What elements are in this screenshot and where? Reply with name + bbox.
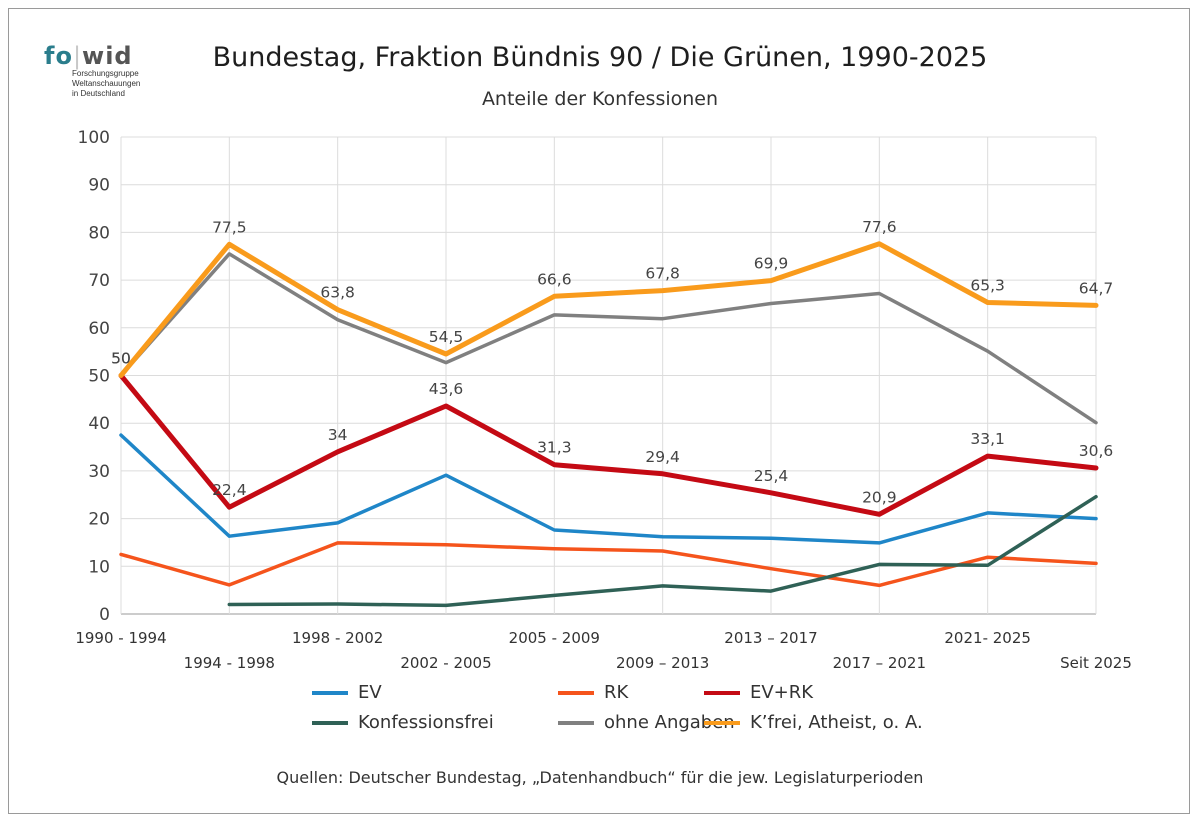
x-tick-label: Seit 2025 [1060,654,1132,672]
x-tick-label: 2002 - 2005 [400,654,491,672]
x-tick-label: 2009 – 2013 [616,654,709,672]
y-tick-label: 100 [78,128,110,148]
x-tick-label: 2017 – 2021 [833,654,926,672]
y-tick-label: 0 [99,605,110,625]
logo-line-1: Forschungsgruppe [72,69,139,78]
data-label: 31,3 [537,439,572,457]
legend-item: K’frei, Atheist, o. A. [704,712,923,733]
legend-swatch [558,690,594,695]
data-label: 22,4 [212,481,247,499]
logo-wid: wid [82,42,133,70]
legend-item: RK [558,682,628,703]
source-note: Quellen: Deutscher Bundestag, „Datenhand… [276,768,924,787]
y-tick-label: 80 [88,223,110,243]
legend-item: EV+RK [704,682,813,703]
fowid-logo: fo|wid Forschungsgruppe Weltanschauungen… [44,44,140,98]
data-label: 43,6 [429,380,464,398]
series-line-ohne-angaben [119,252,1098,425]
data-label: 77,6 [862,218,897,236]
series-line-rk [119,541,1098,588]
legend-swatch [312,690,348,695]
data-label: 50 [111,350,131,368]
x-tick-label: 2013 – 2017 [724,629,817,647]
legend-swatch [704,690,740,695]
data-label: 67,8 [645,265,680,283]
y-tick-label: 50 [88,367,110,387]
legend-swatch [704,720,740,725]
y-tick-label: 90 [88,176,110,196]
data-label: 25,4 [754,467,789,485]
data-label: 34 [328,426,348,444]
chart-frame [8,8,1190,814]
x-tick-label: 2021- 2025 [944,629,1031,647]
x-tick-label: 1990 - 1994 [75,629,166,647]
x-tick-label: 1998 - 2002 [292,629,383,647]
logo-wordmark: fo|wid [44,44,140,68]
legend-item: EV [312,682,382,703]
legend-label: Konfessionsfrei [358,712,494,733]
y-tick-label: 60 [88,319,110,339]
x-tick-label: 1994 - 1998 [184,654,275,672]
legend-item: ohne Angaben [558,712,735,733]
legend-label: RK [604,682,629,703]
legend-item: Konfessionsfrei [312,712,494,733]
y-tick-label: 40 [88,414,110,434]
series-line-konfessionsfrei [227,494,1098,608]
y-tick-label: 10 [88,557,110,577]
chart-subtitle: Anteile der Konfessionen [481,88,719,110]
y-tick-label: 30 [88,462,110,482]
legend-label: EV [358,682,382,703]
x-tick-label: 2005 - 2009 [509,629,600,647]
data-label: 77,5 [212,218,247,236]
data-label: 20,9 [862,488,897,506]
y-tick-label: 70 [88,271,110,291]
data-label: 63,8 [320,284,355,302]
series-line-ev-rk [118,373,1099,517]
data-label: 33,1 [970,430,1005,448]
data-label: 64,7 [1079,279,1114,297]
data-label: 50 [111,350,131,368]
legend-swatch [312,720,348,725]
y-tick-label: 20 [88,510,110,530]
logo-line-3: in Deutschland [72,89,125,98]
data-label: 69,9 [754,255,789,273]
legend-label: K’frei, Atheist, o. A. [750,712,923,733]
data-label: 30,6 [1079,442,1114,460]
logo-separator: | [72,42,83,70]
legend-swatch [558,720,594,725]
series-line-k-frei-atheist-o-a- [118,241,1099,378]
data-label: 29,4 [645,448,680,466]
logo-line-2: Weltanschauungen [72,79,141,88]
legend-label: ohne Angaben [604,712,735,733]
chart-title: Bundestag, Fraktion Bündnis 90 / Die Grü… [212,42,988,73]
logo-fo: fo [44,42,73,70]
data-label: 65,3 [970,277,1005,295]
data-label: 54,5 [429,328,464,346]
legend-label: EV+RK [750,682,814,703]
data-label: 66,6 [537,270,572,288]
series-line-ev [119,433,1098,545]
